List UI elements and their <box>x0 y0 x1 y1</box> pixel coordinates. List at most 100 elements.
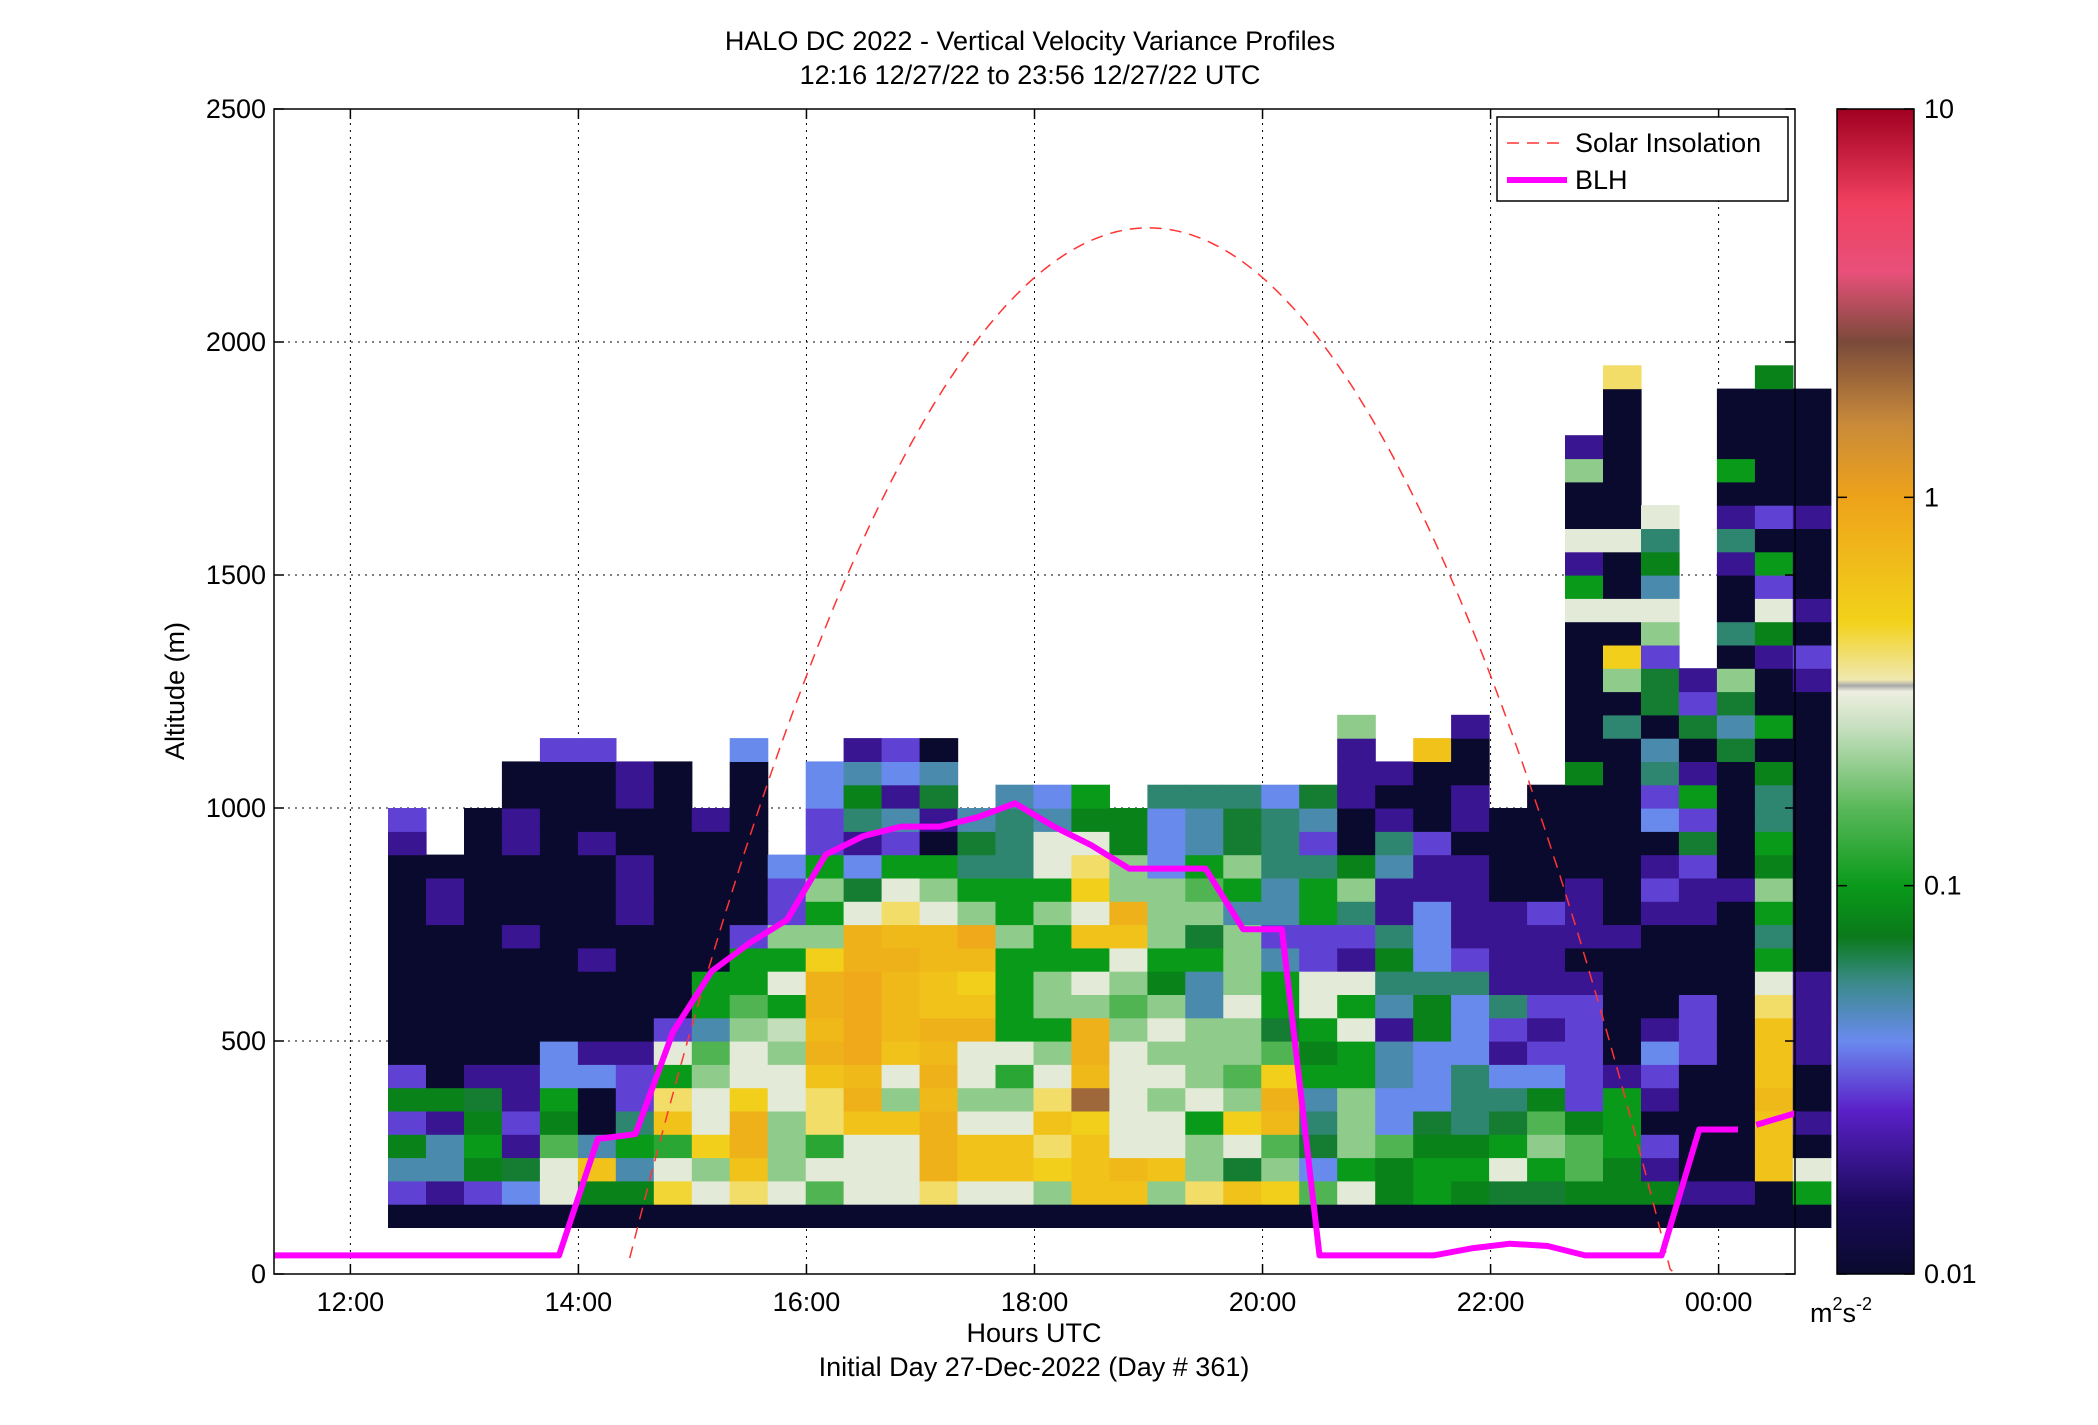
heatmap-cell <box>957 1087 997 1112</box>
heatmap-cell <box>1299 808 1338 832</box>
heatmap-cell <box>1641 808 1680 832</box>
heatmap-cell <box>464 808 503 832</box>
heatmap-cell <box>995 1087 1035 1112</box>
heatmap-cell <box>653 877 693 902</box>
heatmap-cell <box>1716 644 1756 669</box>
heatmap-cell <box>995 1204 1035 1228</box>
heatmap-cell <box>1109 1087 1148 1112</box>
heatmap-cell <box>691 877 731 902</box>
colorbar-tick-label: 10 <box>1924 94 1954 124</box>
heatmap-cell <box>1451 738 1490 762</box>
heatmap-cell <box>1185 947 1224 972</box>
heatmap-cell <box>1489 1064 1528 1089</box>
heatmap-cell <box>1109 1134 1148 1159</box>
heatmap-cell <box>1565 644 1604 669</box>
heatmap-cell <box>464 1157 503 1182</box>
heatmap-cell <box>501 901 541 926</box>
heatmap-cell <box>1413 1064 1452 1089</box>
heatmap-cell <box>577 947 617 972</box>
heatmap-cell <box>615 994 655 1019</box>
heatmap-cell <box>615 901 655 926</box>
heatmap-cell <box>1527 831 1566 856</box>
heatmap-cell <box>577 1041 617 1065</box>
heatmap-cell <box>1603 1017 1642 1042</box>
heatmap-cell <box>1451 808 1490 832</box>
y-tick-label: 1500 <box>206 560 266 590</box>
heatmap-cell <box>1413 1110 1452 1135</box>
heatmap-cell <box>1071 1087 1110 1112</box>
heatmap-cell <box>539 1157 579 1182</box>
x-axis-label: Hours UTC <box>966 1318 1101 1348</box>
heatmap-cell <box>1754 971 1794 995</box>
heatmap-cell <box>1223 1087 1262 1112</box>
heatmap-cell <box>843 901 883 926</box>
heatmap-cell <box>1754 1064 1794 1089</box>
heatmap-cell <box>919 854 959 879</box>
heatmap-cell <box>388 808 427 832</box>
heatmap-cell <box>1451 1087 1490 1112</box>
heatmap-cell <box>1603 691 1642 716</box>
heatmap-cell <box>1033 1134 1073 1159</box>
heatmap-cell <box>1792 644 1832 669</box>
heatmap-cell <box>539 1134 579 1159</box>
heatmap-cell <box>1792 738 1832 762</box>
heatmap-cell <box>843 1041 883 1065</box>
heatmap-cell <box>1413 1204 1452 1228</box>
heatmap-cell <box>1716 1157 1756 1182</box>
heatmap-cell <box>539 1041 579 1065</box>
heatmap-cell <box>881 784 921 809</box>
heatmap-cell <box>1754 621 1794 646</box>
heatmap-cell <box>1527 1087 1566 1112</box>
heatmap-cell <box>653 784 693 809</box>
heatmap-cell <box>729 761 769 786</box>
heatmap-cell <box>1413 994 1452 1019</box>
x-axis-label-2: Initial Day 27-Dec-2022 (Day # 361) <box>819 1352 1250 1382</box>
heatmap-cell <box>1451 761 1490 786</box>
heatmap-cell <box>1185 1157 1224 1182</box>
heatmap-cell <box>1754 1204 1794 1228</box>
heatmap-cell <box>1603 901 1642 926</box>
heatmap-cell <box>1261 1180 1300 1205</box>
heatmap-cell <box>1792 691 1832 716</box>
heatmap-cell <box>1641 668 1680 693</box>
heatmap-cell <box>426 877 465 902</box>
heatmap-cell <box>1375 831 1414 856</box>
heatmap-cell <box>1489 1204 1528 1228</box>
heatmap-cell <box>767 1017 807 1042</box>
heatmap-cell <box>767 877 807 902</box>
heatmap-cell <box>805 947 845 972</box>
heatmap-cell <box>1337 854 1376 879</box>
heatmap-cell <box>539 831 579 856</box>
heatmap-cell <box>1792 435 1832 460</box>
heatmap-cell <box>1261 1110 1300 1135</box>
heatmap-cell <box>1337 924 1376 949</box>
heatmap-cell <box>1337 784 1376 809</box>
heatmap-cell <box>843 1110 883 1135</box>
heatmap-cell <box>1792 1041 1832 1065</box>
heatmap-cell <box>1223 1157 1262 1182</box>
heatmap-cell <box>1792 621 1832 646</box>
heatmap-cell <box>957 971 997 995</box>
heatmap-cell <box>1109 901 1148 926</box>
heatmap-cell <box>919 877 959 902</box>
heatmap-cell <box>881 854 921 879</box>
heatmap-cell <box>1109 994 1148 1019</box>
heatmap-cell <box>691 1087 731 1112</box>
heatmap-cell <box>995 877 1035 902</box>
heatmap-cell <box>1754 505 1794 529</box>
x-tick-label: 12:00 <box>317 1287 385 1317</box>
heatmap-cell <box>1716 761 1756 786</box>
heatmap-cell <box>1375 1064 1414 1089</box>
heatmap-cell <box>615 831 655 856</box>
lines <box>274 227 1796 1275</box>
heatmap-cell <box>426 947 465 972</box>
heatmap-cell <box>1565 505 1604 529</box>
heatmap-cell <box>805 1110 845 1135</box>
heatmap-cell <box>539 738 579 762</box>
heatmap-cell <box>1754 714 1794 739</box>
heatmap-cell <box>1337 831 1376 856</box>
heatmap-cell <box>1716 971 1756 995</box>
solar-insolation-line <box>628 227 1676 1275</box>
heatmap-cell <box>1299 1017 1338 1042</box>
heatmap-cell <box>501 994 541 1019</box>
